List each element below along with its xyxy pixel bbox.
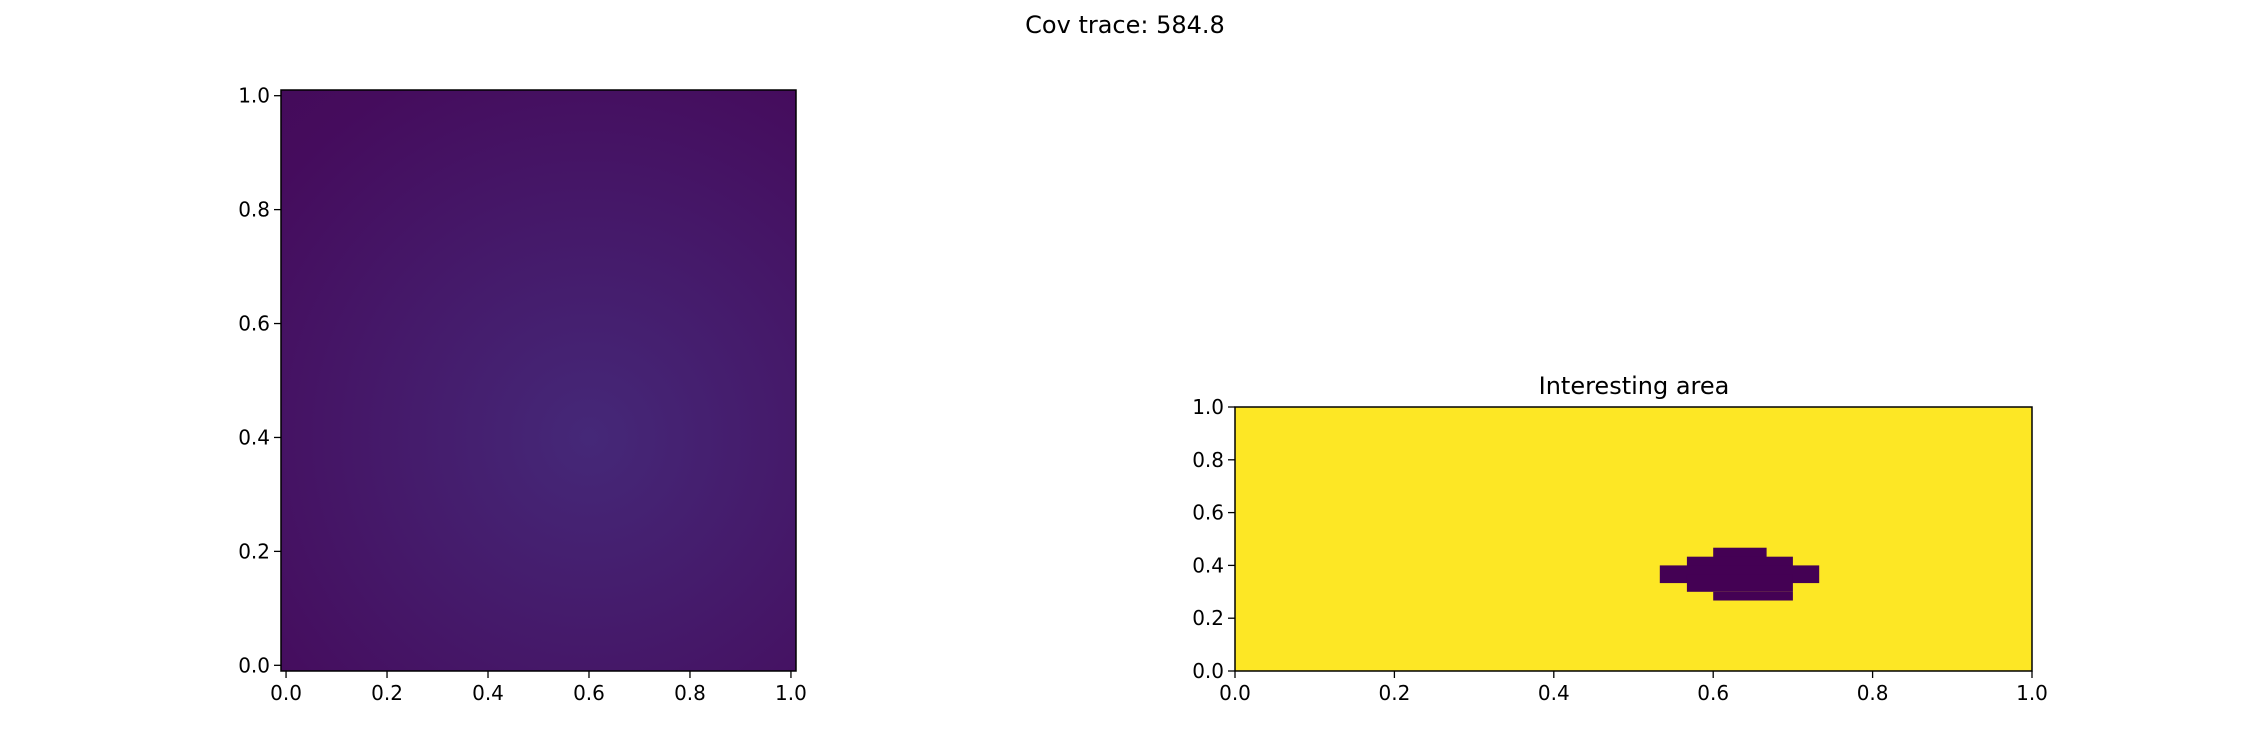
left-ytick-label: 0.6 bbox=[238, 312, 270, 336]
figure-suptitle: Cov trace: 584.8 bbox=[1025, 11, 1225, 39]
left-xtick-label: 0.2 bbox=[371, 681, 403, 705]
region-cell bbox=[1713, 591, 1793, 601]
left-heatmap-field bbox=[281, 90, 796, 671]
left-ytick-label: 0.2 bbox=[238, 539, 270, 563]
right-axes-frame bbox=[1234, 406, 2033, 672]
right-xtick-label: 0.0 bbox=[1219, 681, 1251, 705]
left-xtick-label: 0.6 bbox=[573, 681, 605, 705]
region-cell bbox=[1686, 574, 1793, 592]
right-heatmap-panel: Interesting area 0.0 0.2 0.4 0.6 0.8 1.0 0.00… bbox=[1192, 372, 2048, 705]
right-xtick-label: 1.0 bbox=[2016, 681, 2048, 705]
right-ytick-label: 0.6 bbox=[1192, 501, 1224, 525]
right-ytick-label: 0.0 bbox=[1192, 659, 1224, 683]
left-xtick-label: 0.4 bbox=[472, 681, 504, 705]
right-y-axis: 0.0 0.2 0.4 0.6 0.8 1.0 bbox=[1192, 395, 1235, 683]
right-x-axis: 0.0 0.2 0.4 0.6 0.8 1.0 bbox=[1219, 671, 2048, 705]
left-ytick-label: 1.0 bbox=[238, 84, 270, 108]
right-xtick-label: 0.8 bbox=[1857, 681, 1889, 705]
left-axes-frame bbox=[280, 89, 797, 672]
right-xtick-label: 0.4 bbox=[1538, 681, 1570, 705]
right-ytick-label: 0.8 bbox=[1192, 448, 1224, 472]
left-heatmap-panel: 0.0 0.2 0.4 0.6 0.8 1.0 0.0 0.2 0.4 0.6 0.8 1.0 bbox=[238, 84, 807, 705]
right-ytick-label: 0.4 bbox=[1192, 553, 1224, 577]
right-ytick-label: 1.0 bbox=[1192, 395, 1224, 419]
right-xtick-label: 0.2 bbox=[1378, 681, 1410, 705]
right-panel-title: Interesting area bbox=[1539, 372, 1730, 400]
left-xtick-label: 0.8 bbox=[674, 681, 706, 705]
left-y-axis: 0.0 0.2 0.4 0.6 0.8 1.0 bbox=[238, 84, 281, 677]
left-xtick-label: 1.0 bbox=[775, 681, 807, 705]
left-xtick-label: 0.0 bbox=[270, 681, 302, 705]
right-heatmap-background bbox=[1235, 407, 2032, 671]
left-ytick-label: 0.0 bbox=[238, 653, 270, 677]
interesting-region bbox=[1659, 547, 1820, 601]
left-ytick-label: 0.8 bbox=[238, 198, 270, 222]
right-xtick-label: 0.6 bbox=[1697, 681, 1729, 705]
left-x-axis: 0.0 0.2 0.4 0.6 0.8 1.0 bbox=[270, 671, 807, 705]
right-ytick-label: 0.2 bbox=[1192, 606, 1224, 630]
left-ytick-label: 0.4 bbox=[238, 425, 270, 449]
